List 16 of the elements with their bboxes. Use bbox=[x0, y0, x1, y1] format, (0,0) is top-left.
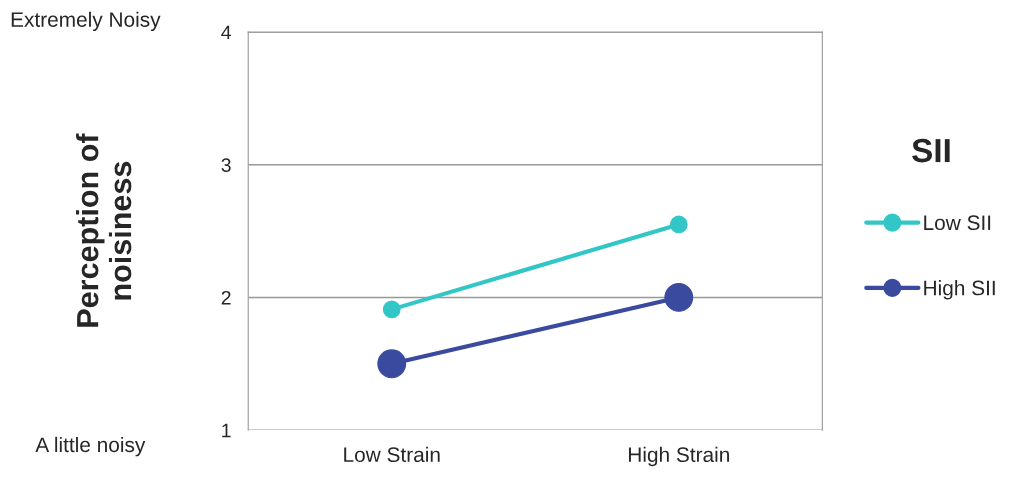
text: Extremely Noisy bbox=[11, 11, 161, 32]
legend-label: Low SII bbox=[924, 215, 991, 231]
point bbox=[382, 300, 401, 319]
legend-label: High SII bbox=[924, 280, 995, 300]
y-tick-label: 3 bbox=[221, 158, 231, 172]
point bbox=[669, 215, 688, 234]
legend-title: SII bbox=[912, 138, 950, 163]
x-tick-label: High Strain bbox=[628, 446, 729, 467]
y-tick-label: 2 bbox=[221, 290, 231, 305]
y-tick-label: 4 bbox=[221, 25, 231, 40]
point bbox=[664, 283, 694, 312]
point bbox=[377, 349, 407, 379]
text: A little noisy bbox=[35, 436, 146, 457]
y-tick-label: 1 bbox=[222, 423, 231, 438]
y-axis-title: Perception of noisiness bbox=[76, 133, 132, 327]
x-tick-label: Low Strain bbox=[344, 446, 440, 463]
